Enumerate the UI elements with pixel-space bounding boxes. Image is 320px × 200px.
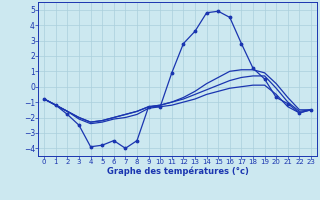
- X-axis label: Graphe des températures (°c): Graphe des températures (°c): [107, 167, 249, 176]
